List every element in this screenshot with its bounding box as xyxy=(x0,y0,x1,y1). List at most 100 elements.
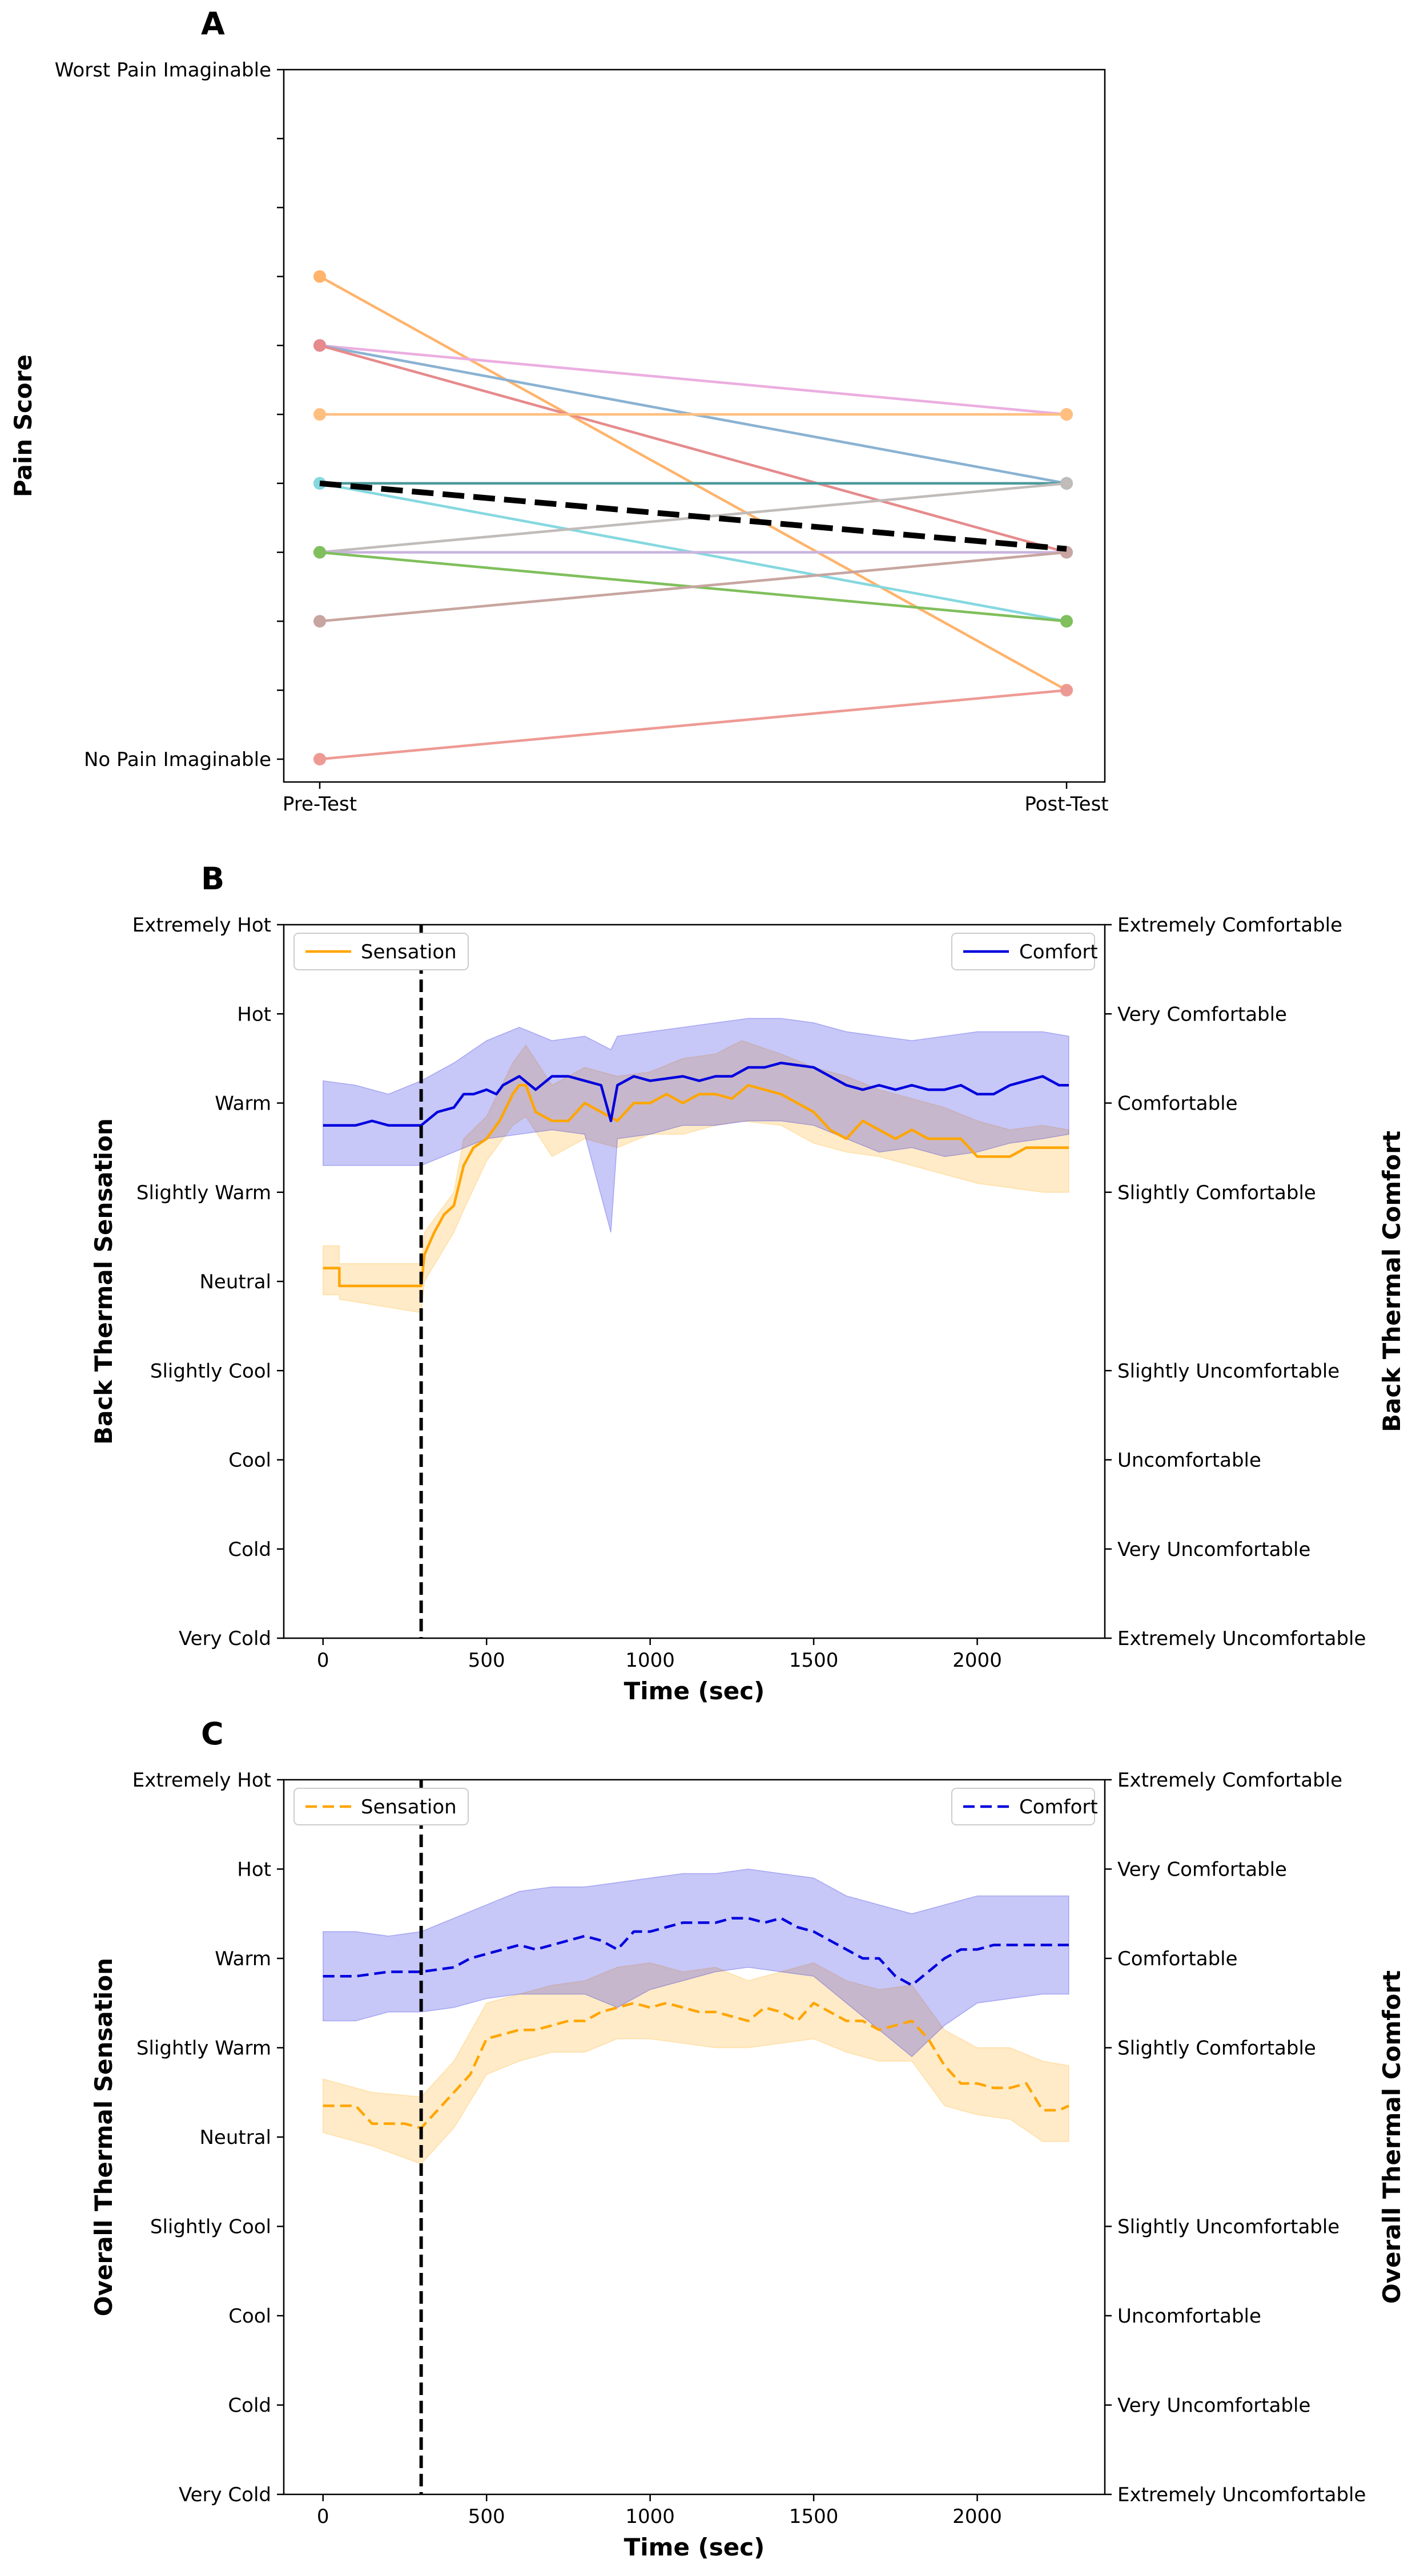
y-tick-label: Cool xyxy=(228,1449,271,1472)
pre-test-point xyxy=(313,546,326,559)
y-tick-label: Very Cold xyxy=(179,2484,271,2506)
y-tick-label: Neutral xyxy=(200,2126,272,2149)
plot-frame xyxy=(283,1779,1106,2496)
y-tick-label: No Pain Imaginable xyxy=(84,748,271,771)
right-y-tick-label: Comfortable xyxy=(1117,1948,1238,1970)
post-test-point xyxy=(1060,408,1073,421)
right-y-tick-label: Uncomfortable xyxy=(1117,2305,1261,2328)
right-y-tick-label: Very Comfortable xyxy=(1117,1003,1287,1026)
y-axis-label-left: Overall Thermal Sensation xyxy=(90,1958,118,2316)
comfort-band xyxy=(322,1018,1069,1233)
comfort-band xyxy=(322,1868,1069,2058)
legend-label-comfort: Comfort xyxy=(1019,1796,1098,1819)
right-y-tick-label: Extremely Uncomfortable xyxy=(1117,1627,1366,1650)
legend-comfort: Comfort xyxy=(951,1788,1098,1825)
pre-test-point xyxy=(313,270,326,283)
x-tick-label: 2000 xyxy=(952,1649,1002,1672)
x-axis-label: Time (sec) xyxy=(624,1677,765,1705)
y-tick-label: Hot xyxy=(237,1003,271,1026)
panel-a: A Worst Pain Imaginable No Pain Imaginable… xyxy=(9,6,1109,816)
x-tick-label: 500 xyxy=(468,1649,505,1672)
legend-label-sensation: Sensation xyxy=(361,941,457,964)
legend-label-sensation: Sensation xyxy=(361,1796,457,1819)
sensation-line xyxy=(323,1084,1069,1288)
panel-letter-a: A xyxy=(201,6,225,42)
participant-line xyxy=(319,551,1067,623)
plot-frame-a xyxy=(283,68,1106,783)
y-tick-label: Slightly Warm xyxy=(136,2037,271,2060)
sensation-band xyxy=(322,1962,1069,2164)
x-tick-label: 0 xyxy=(317,2505,329,2528)
x-tick-label: 0 xyxy=(317,1649,329,1672)
post-test-point xyxy=(1060,615,1073,628)
legend-comfort: Comfort xyxy=(951,933,1098,970)
x-tick-label: 1500 xyxy=(789,2505,839,2528)
y-tick-label: Warm xyxy=(215,1093,271,1115)
x-tick-label: Pre-Test xyxy=(283,793,357,816)
plot-frame xyxy=(283,924,1106,1639)
legend-box xyxy=(293,933,469,970)
y-tick-label: Slightly Cool xyxy=(150,1360,271,1382)
y-tick-label: Cold xyxy=(228,2394,271,2417)
x-axis-label: Time (sec) xyxy=(624,2533,765,2561)
y-tick-label: Neutral xyxy=(200,1271,272,1293)
right-y-tick-label: Slightly Uncomfortable xyxy=(1117,1360,1339,1382)
x-tick-label: 1000 xyxy=(625,1649,675,1672)
panel-letter-c: C xyxy=(201,1716,224,1752)
y-tick-label: Very Cold xyxy=(179,1627,271,1650)
right-y-tick-label: Slightly Comfortable xyxy=(1117,2037,1316,2060)
y-tick-label: Cool xyxy=(228,2305,271,2328)
legend-box xyxy=(951,933,1095,970)
panel-b: B Very Cold Cold Cool Slightly Cool Neutral Sl… xyxy=(90,861,1406,1705)
x-tick-label: 500 xyxy=(468,2505,505,2528)
y-axis-label-right: Overall Thermal Comfort xyxy=(1378,1970,1406,2304)
y-tick-label: Worst Pain Imaginable xyxy=(55,59,271,82)
x-tick-label: 1500 xyxy=(789,1649,839,1672)
comfort-line xyxy=(323,1917,1069,1987)
x-tick-label: 1000 xyxy=(625,2505,675,2528)
right-y-tick-label: Uncomfortable xyxy=(1117,1449,1261,1472)
participant-line xyxy=(319,688,1067,761)
y-tick-label: Extremely Hot xyxy=(132,1769,271,1792)
x-tick-label: 2000 xyxy=(952,2505,1002,2528)
right-y-tick-label: Very Uncomfortable xyxy=(1117,2394,1310,2417)
y-axis-label-left: Back Thermal Sensation xyxy=(90,1118,118,1445)
legend-box xyxy=(293,1788,469,1825)
right-y-tick-label: Comfortable xyxy=(1117,1093,1238,1115)
y-tick-label: Extremely Hot xyxy=(132,914,271,937)
x-tick-label: Post-Test xyxy=(1024,793,1108,816)
right-y-tick-label: Extremely Uncomfortable xyxy=(1117,2484,1366,2506)
comfort-line xyxy=(323,1061,1069,1127)
sensation-band xyxy=(322,1040,1069,1313)
legend-box xyxy=(951,1788,1095,1825)
participant-line xyxy=(319,344,1067,416)
post-test-point xyxy=(1060,477,1073,490)
y-tick-label: Hot xyxy=(237,1859,271,1881)
legend-sensation: Sensation xyxy=(293,933,469,970)
right-y-tick-label: Slightly Uncomfortable xyxy=(1117,2216,1339,2239)
y-tick-label: Warm xyxy=(215,1948,271,1970)
mean-line xyxy=(319,480,1067,552)
y-axis-label-a: Pain Score xyxy=(9,354,37,497)
right-y-tick-label: Very Uncomfortable xyxy=(1117,1538,1310,1561)
right-y-tick-label: Extremely Comfortable xyxy=(1117,914,1342,937)
pre-test-point xyxy=(313,753,326,765)
right-y-tick-label: Extremely Comfortable xyxy=(1117,1769,1342,1792)
pre-test-point xyxy=(313,615,326,628)
participant-line xyxy=(319,344,1067,554)
panel-c: C Very Cold Cold Cool Slightly Cool Neutral Sl… xyxy=(90,1716,1406,2561)
sensation-line xyxy=(323,2002,1069,2130)
legend-label-comfort: Comfort xyxy=(1019,941,1098,964)
right-y-tick-label: Slightly Comfortable xyxy=(1117,1182,1316,1204)
post-test-point xyxy=(1060,684,1073,697)
pre-test-point xyxy=(313,408,326,421)
pre-test-point xyxy=(313,339,326,352)
panel-letter-b: B xyxy=(201,861,224,897)
right-y-tick-label: Very Comfortable xyxy=(1117,1859,1287,1881)
y-tick-label: Cold xyxy=(228,1538,271,1561)
y-tick-label: Slightly Warm xyxy=(136,1182,271,1204)
y-axis-label-right: Back Thermal Comfort xyxy=(1378,1131,1406,1432)
y-tick-label: Slightly Cool xyxy=(150,2216,271,2239)
legend-sensation: Sensation xyxy=(293,1788,469,1825)
